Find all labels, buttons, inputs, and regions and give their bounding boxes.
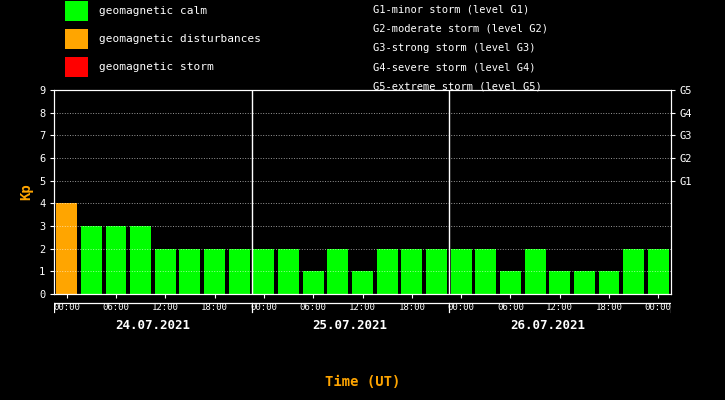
Bar (155, 249, 175, 294)
Text: geomagnetic disturbances: geomagnetic disturbances (99, 34, 261, 44)
Bar (599, 271, 619, 294)
Bar (81, 226, 102, 294)
Text: 26.07.2021: 26.07.2021 (510, 319, 585, 332)
Bar (525, 249, 545, 294)
Text: G3-strong storm (level G3): G3-strong storm (level G3) (373, 43, 536, 53)
Text: Time (UT): Time (UT) (325, 375, 400, 389)
Bar (106, 226, 126, 294)
Bar (229, 249, 249, 294)
Bar (574, 271, 594, 294)
Bar (65, 29, 88, 49)
Bar (500, 271, 521, 294)
Text: 25.07.2021: 25.07.2021 (312, 319, 388, 332)
Text: G1-minor storm (level G1): G1-minor storm (level G1) (373, 4, 530, 14)
Text: G2-moderate storm (level G2): G2-moderate storm (level G2) (373, 23, 548, 33)
Bar (130, 226, 151, 294)
Bar (278, 249, 299, 294)
Bar (377, 249, 397, 294)
Bar (180, 249, 200, 294)
Y-axis label: Kp: Kp (20, 184, 33, 200)
Bar (65, 57, 88, 76)
Bar (648, 249, 668, 294)
Bar (303, 271, 323, 294)
Bar (426, 249, 447, 294)
Bar (476, 249, 496, 294)
Bar (550, 271, 570, 294)
Bar (328, 249, 348, 294)
Bar (402, 249, 422, 294)
Text: G5-extreme storm (level G5): G5-extreme storm (level G5) (373, 81, 542, 91)
Text: geomagnetic storm: geomagnetic storm (99, 62, 214, 72)
Bar (352, 271, 373, 294)
Bar (254, 249, 274, 294)
Text: G4-severe storm (level G4): G4-severe storm (level G4) (373, 62, 536, 72)
Text: geomagnetic calm: geomagnetic calm (99, 6, 207, 16)
Bar (451, 249, 471, 294)
Bar (65, 1, 88, 21)
Bar (57, 203, 77, 294)
Bar (204, 249, 225, 294)
Text: 24.07.2021: 24.07.2021 (115, 319, 191, 332)
Bar (624, 249, 644, 294)
